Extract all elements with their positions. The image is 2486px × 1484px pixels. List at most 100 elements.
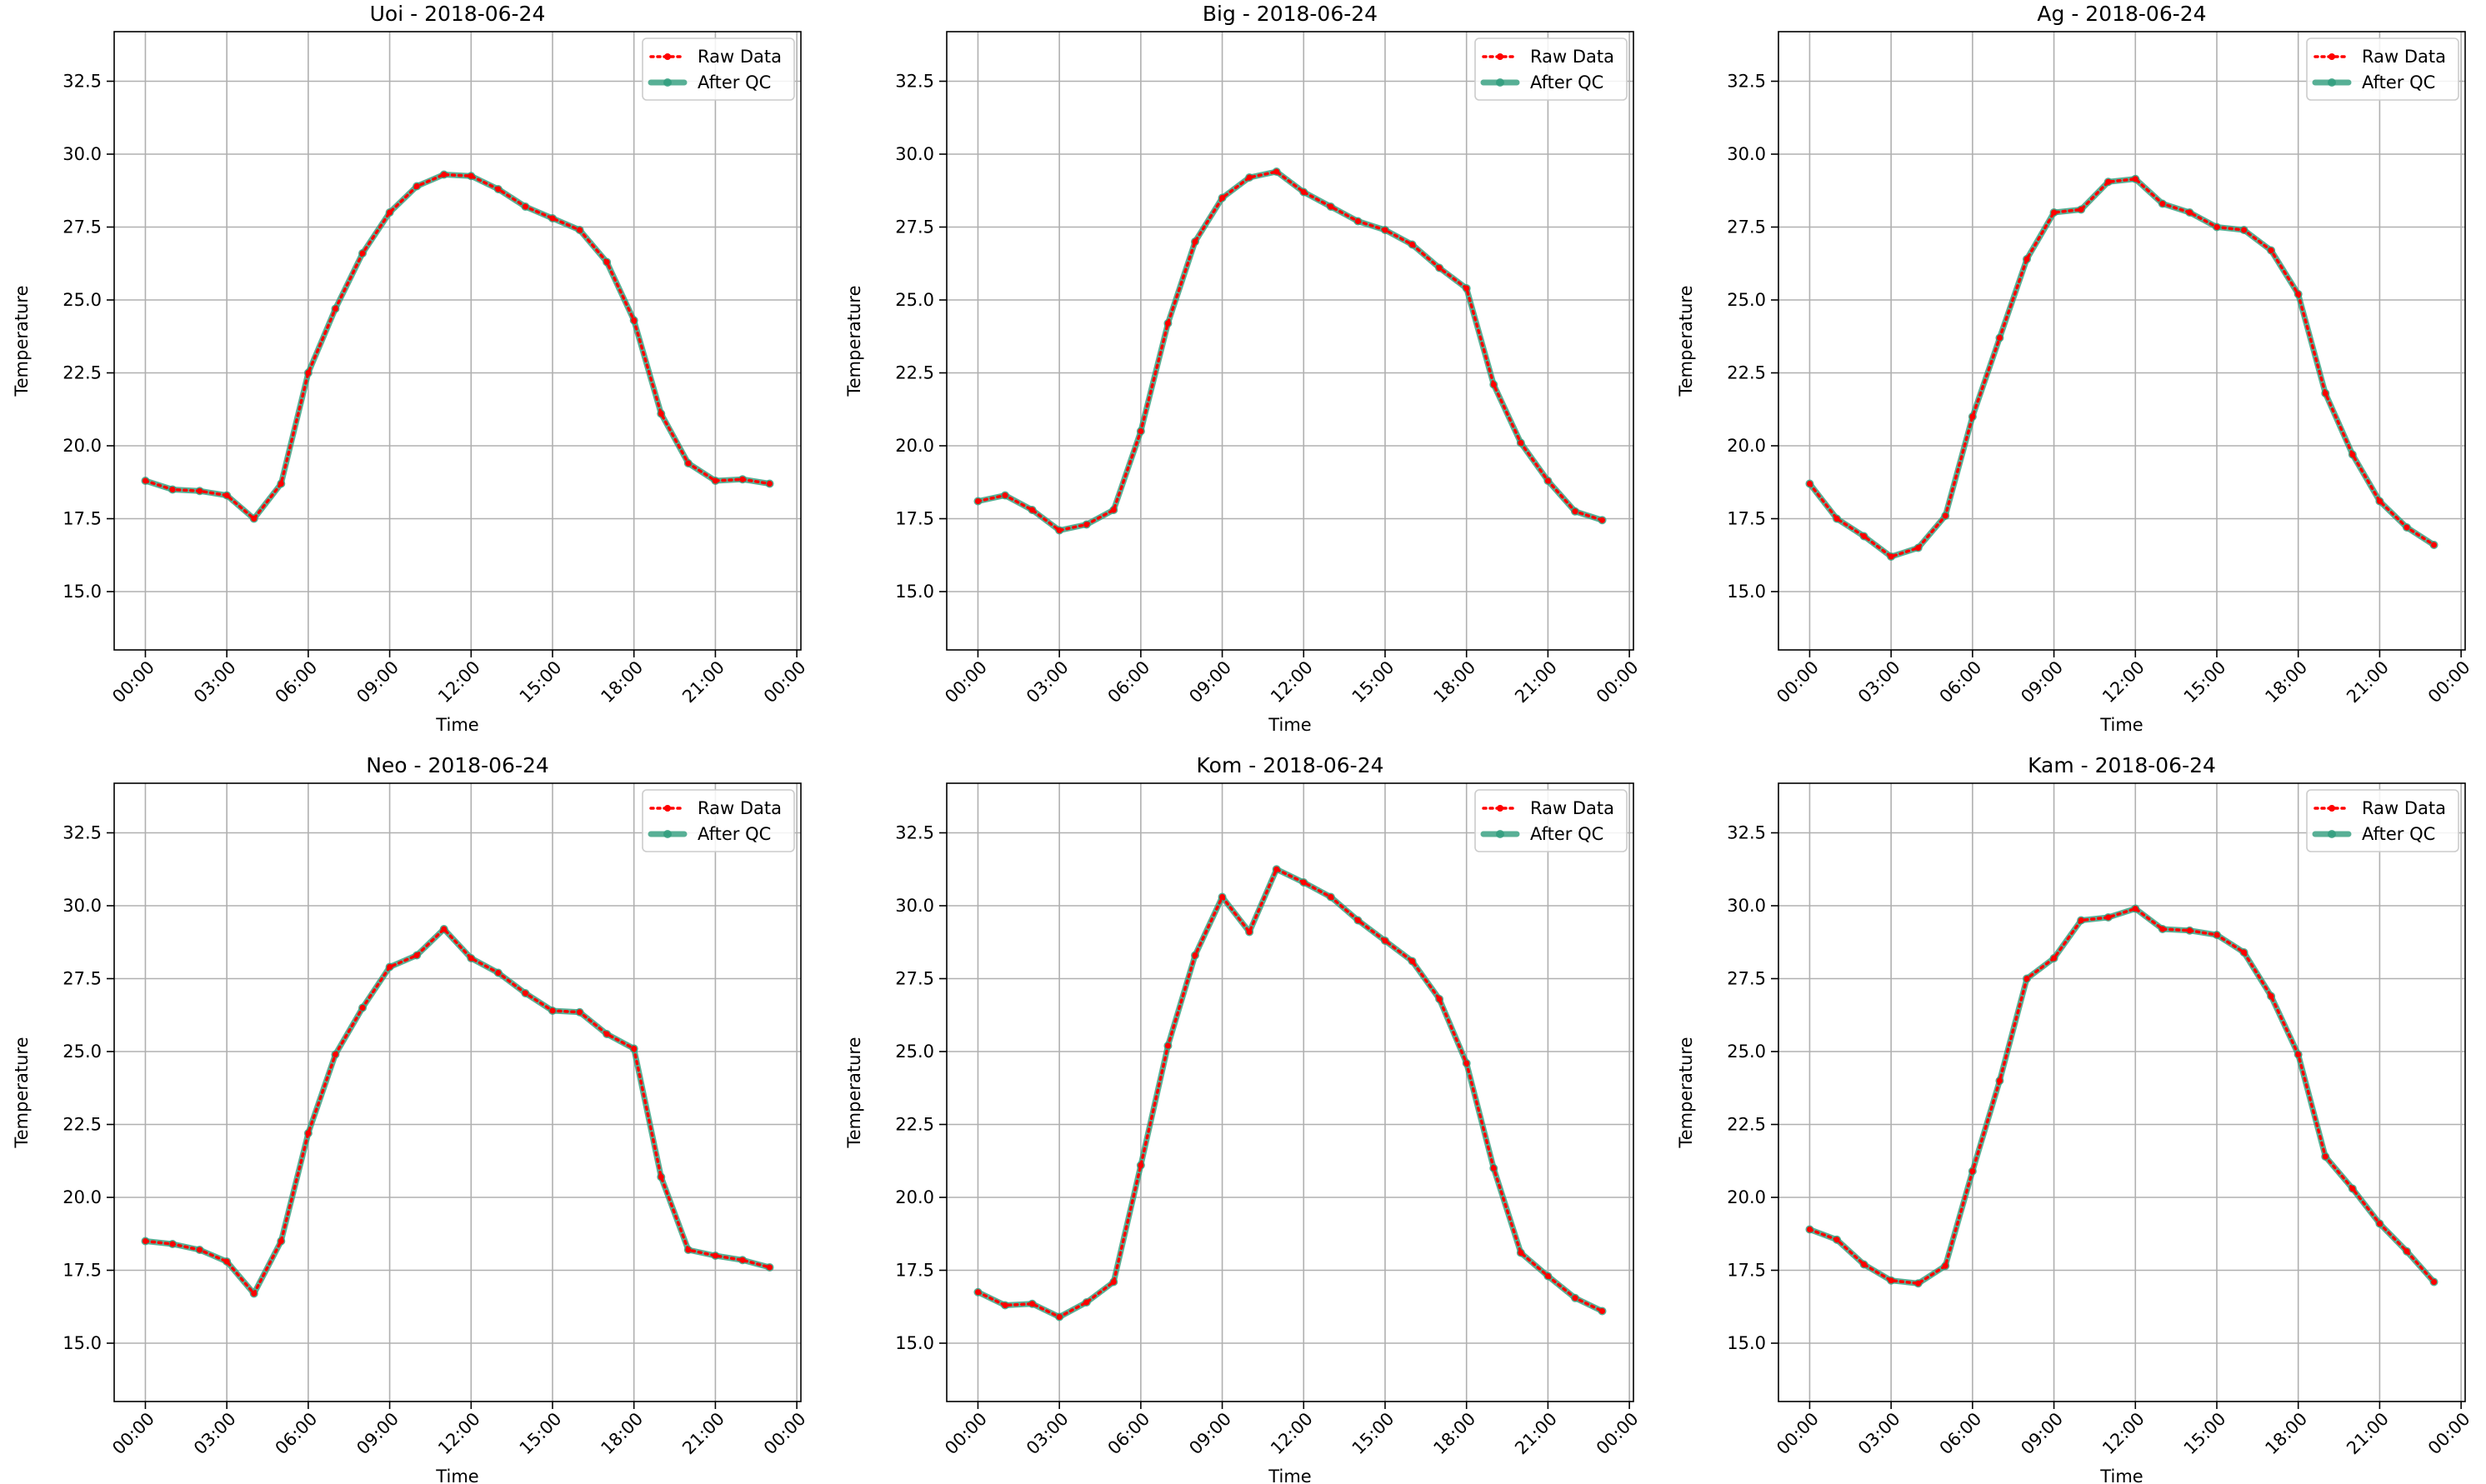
raw-data-point	[1056, 527, 1063, 533]
y-tick-label: 27.5	[895, 969, 934, 989]
raw-data-point	[712, 477, 718, 484]
y-tick-label: 27.5	[1727, 217, 1766, 237]
raw-data-point	[1463, 285, 1470, 292]
series-after-qc-line	[142, 926, 773, 1297]
legend-raw-data-label: Raw Data	[698, 47, 782, 67]
y-axis-label: Temperature	[844, 1037, 864, 1148]
raw-data-point	[2213, 932, 2220, 938]
raw-data-point	[1110, 1279, 1117, 1285]
raw-data-point	[387, 209, 393, 216]
series-after-qc-line	[974, 866, 1606, 1320]
raw-data-point	[1328, 203, 1334, 210]
raw-data-point	[577, 1009, 583, 1016]
chart-title: Uoi - 2018-06-24	[370, 2, 546, 26]
y-tick-label: 15.0	[1727, 1333, 1766, 1353]
y-tick-label: 22.5	[1727, 1115, 1766, 1135]
y-tick-label: 20.0	[1727, 1187, 1766, 1207]
raw-data-point	[142, 1238, 148, 1244]
raw-data-point	[278, 481, 284, 487]
raw-data-point	[1833, 1237, 1840, 1243]
y-tick-label: 27.5	[895, 217, 934, 237]
y-axis-label: Temperature	[844, 285, 864, 397]
raw-data-point	[1029, 507, 1036, 513]
raw-data-point	[1599, 517, 1606, 523]
x-tick-label: 00:00	[941, 657, 991, 707]
raw-data-point	[2023, 256, 2030, 262]
raw-data-point	[1490, 1165, 1497, 1172]
x-tick-label: 06:00	[1104, 1409, 1154, 1459]
raw-data-point	[387, 964, 393, 970]
raw-data-point	[2403, 1248, 2410, 1255]
raw-data-point	[1002, 1302, 1008, 1308]
x-tick-label: 09:00	[353, 657, 403, 707]
x-tick-label: 21:00	[2343, 657, 2393, 707]
series-after-qc-line	[142, 172, 773, 522]
x-tick-label: 21:00	[678, 657, 728, 707]
x-tick-label: 06:00	[1936, 1409, 1986, 1459]
raw-data-point	[251, 516, 258, 522]
series-raw-data-line	[143, 172, 772, 521]
legend-after-qc-marker	[663, 78, 672, 87]
x-tick-label: 09:00	[2017, 1409, 2067, 1459]
raw-data-point	[1273, 866, 1280, 872]
y-tick-label: 27.5	[63, 217, 102, 237]
x-tick-label: 15:00	[516, 1409, 566, 1459]
raw-data-point	[739, 1257, 746, 1263]
y-tick-label: 17.5	[1727, 1261, 1766, 1281]
raw-data-point	[1300, 189, 1307, 195]
raw-data-point	[2132, 176, 2138, 182]
y-tick-label: 22.5	[895, 363, 934, 383]
legend-raw-data-label: Raw Data	[1530, 47, 1614, 67]
raw-data-point	[2322, 390, 2328, 397]
raw-data-point	[1354, 218, 1361, 224]
raw-data-point	[2159, 926, 2166, 932]
x-tick-label: 09:00	[1185, 1409, 1235, 1459]
raw-data-point	[1518, 1250, 1524, 1256]
legend-after-qc-marker	[1496, 78, 1504, 87]
y-tick-label: 27.5	[1727, 969, 1766, 989]
raw-data-point	[2186, 927, 2193, 934]
y-axis-label: Temperature	[12, 1037, 32, 1148]
raw-data-point	[2268, 247, 2274, 253]
raw-data-point	[2051, 955, 2058, 962]
y-tick-label: 20.0	[1727, 436, 1766, 456]
subplot-1: 15.0 17.5 20.0 22.5 25.0 27.5 30.0 32.5 00:00 03:…	[12, 2, 810, 735]
raw-data-point	[1328, 894, 1334, 900]
raw-data-point	[1599, 1308, 1606, 1314]
raw-data-point	[169, 1241, 176, 1247]
chart-title: Ag - 2018-06-24	[2037, 2, 2206, 26]
y-tick-label: 22.5	[63, 1115, 102, 1135]
x-tick-label: 06:00	[272, 657, 322, 707]
raw-data-point	[2186, 209, 2193, 216]
x-tick-label: 03:00	[1854, 657, 1904, 707]
raw-data-point	[332, 1052, 338, 1057]
legend-raw-data-label: Raw Data	[2362, 47, 2446, 67]
raw-data-point	[2159, 201, 2166, 207]
y-tick-label: 20.0	[63, 1187, 102, 1207]
raw-data-point	[223, 1258, 230, 1265]
legend: Raw Data After QC	[1474, 37, 1628, 101]
legend-after-qc-label: After QC	[2362, 72, 2435, 92]
y-tick-label: 30.0	[1727, 896, 1766, 916]
y-tick-label: 15.0	[1727, 582, 1766, 602]
y-tick-label: 22.5	[1727, 363, 1766, 383]
raw-data-point	[2105, 178, 2112, 185]
x-tick-label: 09:00	[2017, 657, 2067, 707]
raw-data-point	[1572, 508, 1578, 515]
x-tick-label: 18:00	[597, 1409, 647, 1459]
raw-data-point	[2431, 1279, 2438, 1285]
subplot-3: 15.0 17.5 20.0 22.5 25.0 27.5 30.0 32.5 00:00 03:…	[1676, 2, 2474, 735]
legend-raw-data-marker	[664, 53, 671, 60]
legend: Raw Data After QC	[642, 789, 795, 852]
raw-data-point	[1996, 335, 2003, 341]
x-tick-label: 03:00	[190, 1409, 240, 1459]
x-tick-label: 00:00	[760, 1409, 810, 1459]
x-tick-label: 06:00	[1936, 657, 1986, 707]
raw-data-point	[974, 1289, 981, 1296]
series-raw-data-line	[143, 927, 772, 1296]
raw-data-point	[2403, 524, 2410, 531]
y-tick-label: 32.5	[1727, 823, 1766, 843]
raw-data-point	[1409, 958, 1416, 964]
legend-raw-data-marker	[1497, 805, 1503, 812]
raw-data-point	[2241, 949, 2248, 956]
